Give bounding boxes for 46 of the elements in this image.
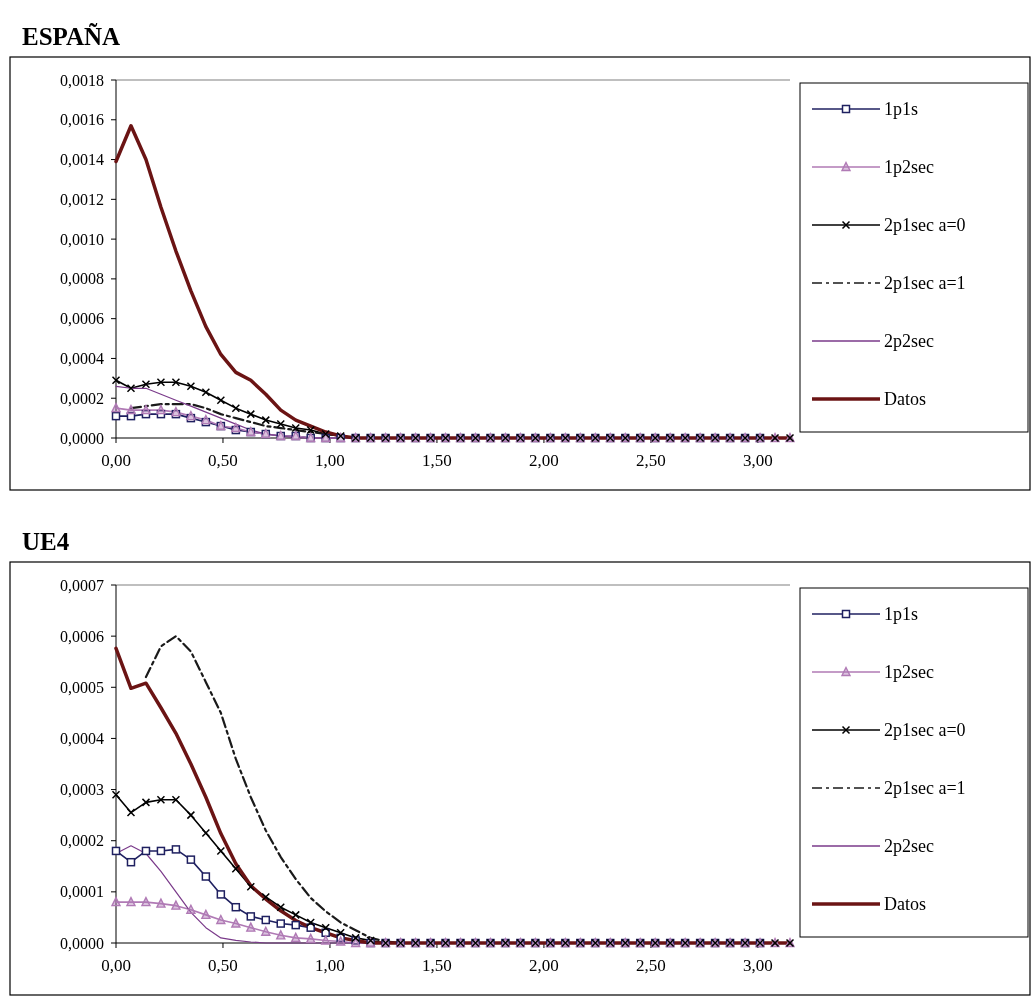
legend-label: 1p2sec [884,157,934,178]
y-tick-label: 0,0001 [60,883,104,901]
x-tick-label: 0,50 [208,956,238,975]
legend-label: 1p1s [884,99,919,120]
y-tick-label: 0,0002 [60,832,104,850]
legend-label: 2p1sec a=1 [884,273,966,294]
x-tick-label: 1,00 [315,451,345,470]
y-tick-label: 0,0007 [60,576,104,594]
x-tick-label: 2,00 [529,956,559,975]
x-tick-label: 2,50 [636,956,666,975]
x-tick-label: 1,50 [422,956,452,975]
x-tick-label: 1,00 [315,956,345,975]
legend-label: 2p1sec a=1 [884,778,966,799]
y-tick-label: 0,0000 [60,429,104,447]
y-tick-label: 0,0012 [60,190,104,208]
y-tick-label: 0,0004 [60,350,104,368]
legend-label: Datos [884,389,926,410]
x-tick-label: 2,00 [529,451,559,470]
legend-label: Datos [884,894,926,915]
legend-label: 1p2sec [884,662,934,683]
y-tick-label: 0,0010 [60,230,104,248]
y-tick-label: 0,0005 [60,678,104,696]
x-tick-label: 3,00 [743,451,773,470]
y-tick-label: 0,0008 [60,270,104,288]
chart-title: UE4 [22,528,70,555]
legend-label: 1p1s [884,604,919,625]
legend-label: 2p1sec a=0 [884,215,966,236]
legend-label: 2p2sec [884,331,934,352]
x-tick-label: 3,00 [743,956,773,975]
y-tick-label: 0,0006 [60,310,104,328]
legend-label: 2p1sec a=0 [884,720,966,741]
y-tick-label: 0,0002 [60,389,104,407]
chart-title: ESPAÑA [22,23,121,50]
y-tick-label: 0,0016 [60,111,104,129]
x-tick-label: 2,50 [636,451,666,470]
x-tick-label: 0,00 [101,451,131,470]
x-tick-label: 0,50 [208,451,238,470]
legend-label: 2p2sec [884,836,934,857]
y-tick-label: 0,0014 [60,151,104,169]
y-tick-label: 0,0004 [60,730,104,748]
x-tick-label: 0,00 [101,956,131,975]
y-tick-label: 0,0006 [60,627,104,645]
y-tick-label: 0,0000 [60,934,104,952]
y-tick-label: 0,0018 [60,71,104,89]
y-tick-label: 0,0003 [60,781,104,799]
x-tick-label: 1,50 [422,451,452,470]
